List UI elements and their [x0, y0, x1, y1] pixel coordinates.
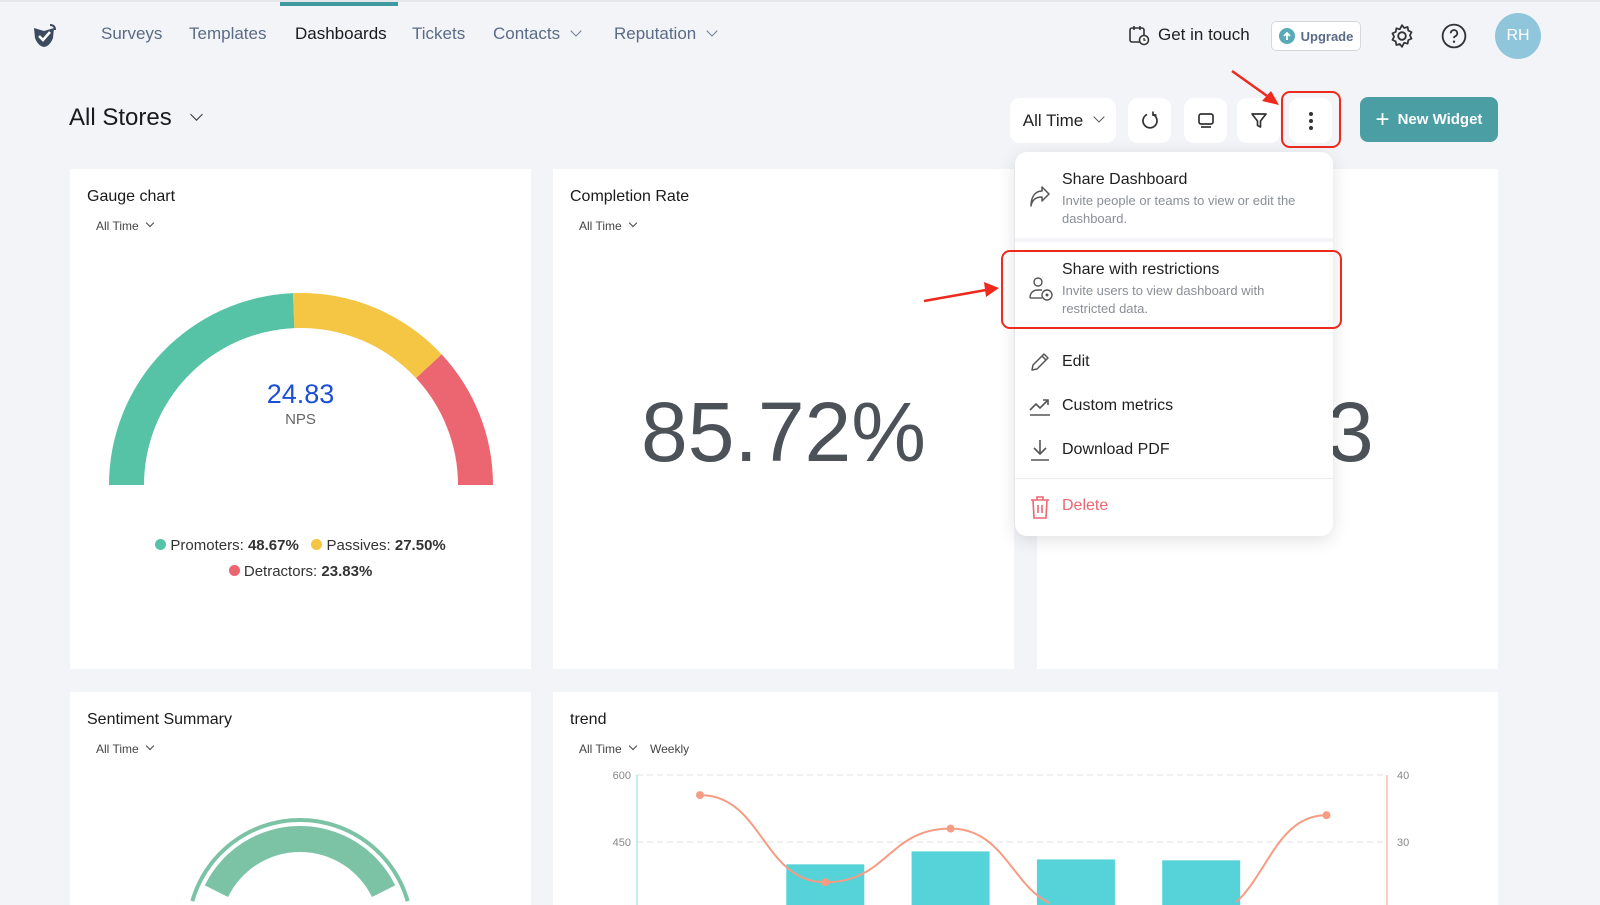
promoters-value: 48.67% [248, 537, 299, 554]
nav-reputation[interactable]: Reputation [614, 24, 716, 44]
tv-mode-button[interactable] [1184, 98, 1227, 143]
menu-item-edit[interactable]: Edit [1015, 348, 1333, 378]
legend-label: Passives: [327, 537, 391, 554]
chevron-down-icon [1094, 111, 1105, 122]
y-tick-left: 600 [613, 770, 631, 782]
chevron-down-icon [707, 25, 718, 36]
menu-item-title: Delete [1062, 497, 1108, 515]
menu-item-title: Share Dashboard [1062, 171, 1187, 189]
y-tick-right: 30 [1397, 837, 1409, 849]
nav-contacts-label: Contacts [493, 24, 560, 43]
logo-icon [30, 22, 58, 50]
trend-point [947, 825, 955, 833]
top-border [0, 0, 1600, 2]
highlight-box-more [1281, 91, 1341, 148]
monitor-icon [1196, 111, 1216, 131]
passives-value: 27.50% [395, 537, 446, 554]
sentiment-donut [70, 692, 531, 905]
completion-rate-widget: Completion Rate All Time 85.72% [553, 169, 1014, 669]
trend-point [821, 878, 829, 886]
active-tab-indicator [280, 2, 398, 6]
menu-item-desc: Invite people or teams to view or edit t… [1062, 192, 1322, 228]
legend-label: Promoters: [170, 537, 243, 554]
nav-contacts[interactable]: Contacts [493, 24, 580, 44]
gauge-legend-row2: Detractors: 23.83% [70, 563, 531, 580]
trash-icon [1028, 494, 1052, 520]
filter-icon [1249, 111, 1269, 131]
upgrade-label: Upgrade [1301, 29, 1354, 44]
gauge-legend-row1: Promoters: 48.67% Passives: 27.50% [70, 537, 531, 554]
menu-item-custom-metrics[interactable]: Custom metrics [1015, 392, 1333, 422]
share-icon [1028, 186, 1052, 210]
pencil-icon [1028, 350, 1052, 374]
gauge-segment-passives [293, 293, 442, 378]
get-in-touch-button[interactable]: Get in touch [1128, 24, 1250, 46]
menu-item-download-pdf[interactable]: Download PDF [1015, 436, 1333, 466]
y-tick-left: 450 [613, 837, 631, 849]
passives-dot [311, 539, 322, 550]
detractors-dot [229, 565, 240, 576]
trend-bar [1037, 859, 1115, 905]
nav-tickets[interactable]: Tickets [412, 24, 465, 44]
time-filter-label: All Time [1023, 111, 1083, 131]
page-title: All Stores [69, 104, 172, 132]
get-in-touch-label: Get in touch [1158, 25, 1250, 45]
gauge-chart [70, 169, 531, 499]
detractors-value: 23.83% [321, 563, 372, 580]
nav-reputation-label: Reputation [614, 24, 696, 43]
widget-time-filter[interactable]: All Time [579, 219, 636, 233]
menu-item-delete[interactable]: Delete [1015, 492, 1333, 522]
refresh-button[interactable] [1128, 98, 1171, 143]
calendar-clock-icon [1128, 24, 1150, 46]
donut-segment [216, 839, 383, 891]
dashboard-options-menu: Share Dashboard Invite people or teams t… [1015, 152, 1333, 536]
legend-label: Detractors: [244, 563, 317, 580]
plus-icon: + [1376, 106, 1390, 134]
new-widget-button[interactable]: + New Widget [1360, 97, 1498, 142]
promoters-dot [155, 539, 166, 550]
widget-title: Completion Rate [570, 188, 689, 206]
completion-value: 85.72% [553, 384, 1014, 481]
trend-chart: 600 450 40 30 [553, 692, 1498, 905]
download-icon [1028, 438, 1052, 462]
chevron-down-icon [190, 108, 203, 121]
arrow-line [1232, 71, 1270, 98]
avatar[interactable]: RH [1495, 13, 1541, 59]
new-widget-label: New Widget [1398, 111, 1483, 128]
menu-divider [1015, 478, 1333, 479]
sentiment-widget: Sentiment Summary All Time [70, 692, 531, 905]
menu-item-title: Edit [1062, 353, 1090, 371]
gauge-widget: Gauge chart All Time 24.83 NPS Promoters… [70, 169, 531, 669]
trend-widget: trend All Time Weekly 6004504030 [553, 692, 1498, 905]
trend-point [696, 791, 704, 799]
time-filter-dropdown[interactable]: All Time [1010, 98, 1116, 143]
chevron-down-icon [628, 219, 636, 227]
menu-item-share-dashboard[interactable]: Share Dashboard Invite people or teams t… [1015, 152, 1333, 242]
trending-up-icon [1028, 394, 1052, 418]
nav-dashboards[interactable]: Dashboards [295, 24, 387, 44]
y-tick-right: 40 [1397, 770, 1409, 782]
metric-value: 3 [1327, 384, 1374, 481]
chevron-down-icon [570, 25, 581, 36]
filter-label: All Time [579, 219, 622, 233]
highlight-box-restrictions [1001, 250, 1342, 329]
nav-templates[interactable]: Templates [189, 24, 266, 44]
trend-bar [1162, 860, 1240, 905]
nps-label: NPS [70, 411, 531, 428]
upgrade-button[interactable]: Upgrade [1271, 21, 1361, 51]
trend-bar [912, 851, 990, 905]
upgrade-arrow-icon [1279, 28, 1295, 44]
filter-button[interactable] [1237, 98, 1280, 143]
nps-value: 24.83 [70, 379, 531, 410]
dashboard-selector[interactable]: All Stores [69, 104, 201, 132]
menu-item-title: Custom metrics [1062, 397, 1173, 415]
nav-surveys[interactable]: Surveys [101, 24, 162, 44]
trend-point [1323, 811, 1331, 819]
gear-icon[interactable] [1389, 23, 1415, 49]
menu-item-title: Download PDF [1062, 441, 1170, 459]
refresh-icon [1140, 111, 1160, 131]
help-icon[interactable] [1441, 23, 1467, 49]
